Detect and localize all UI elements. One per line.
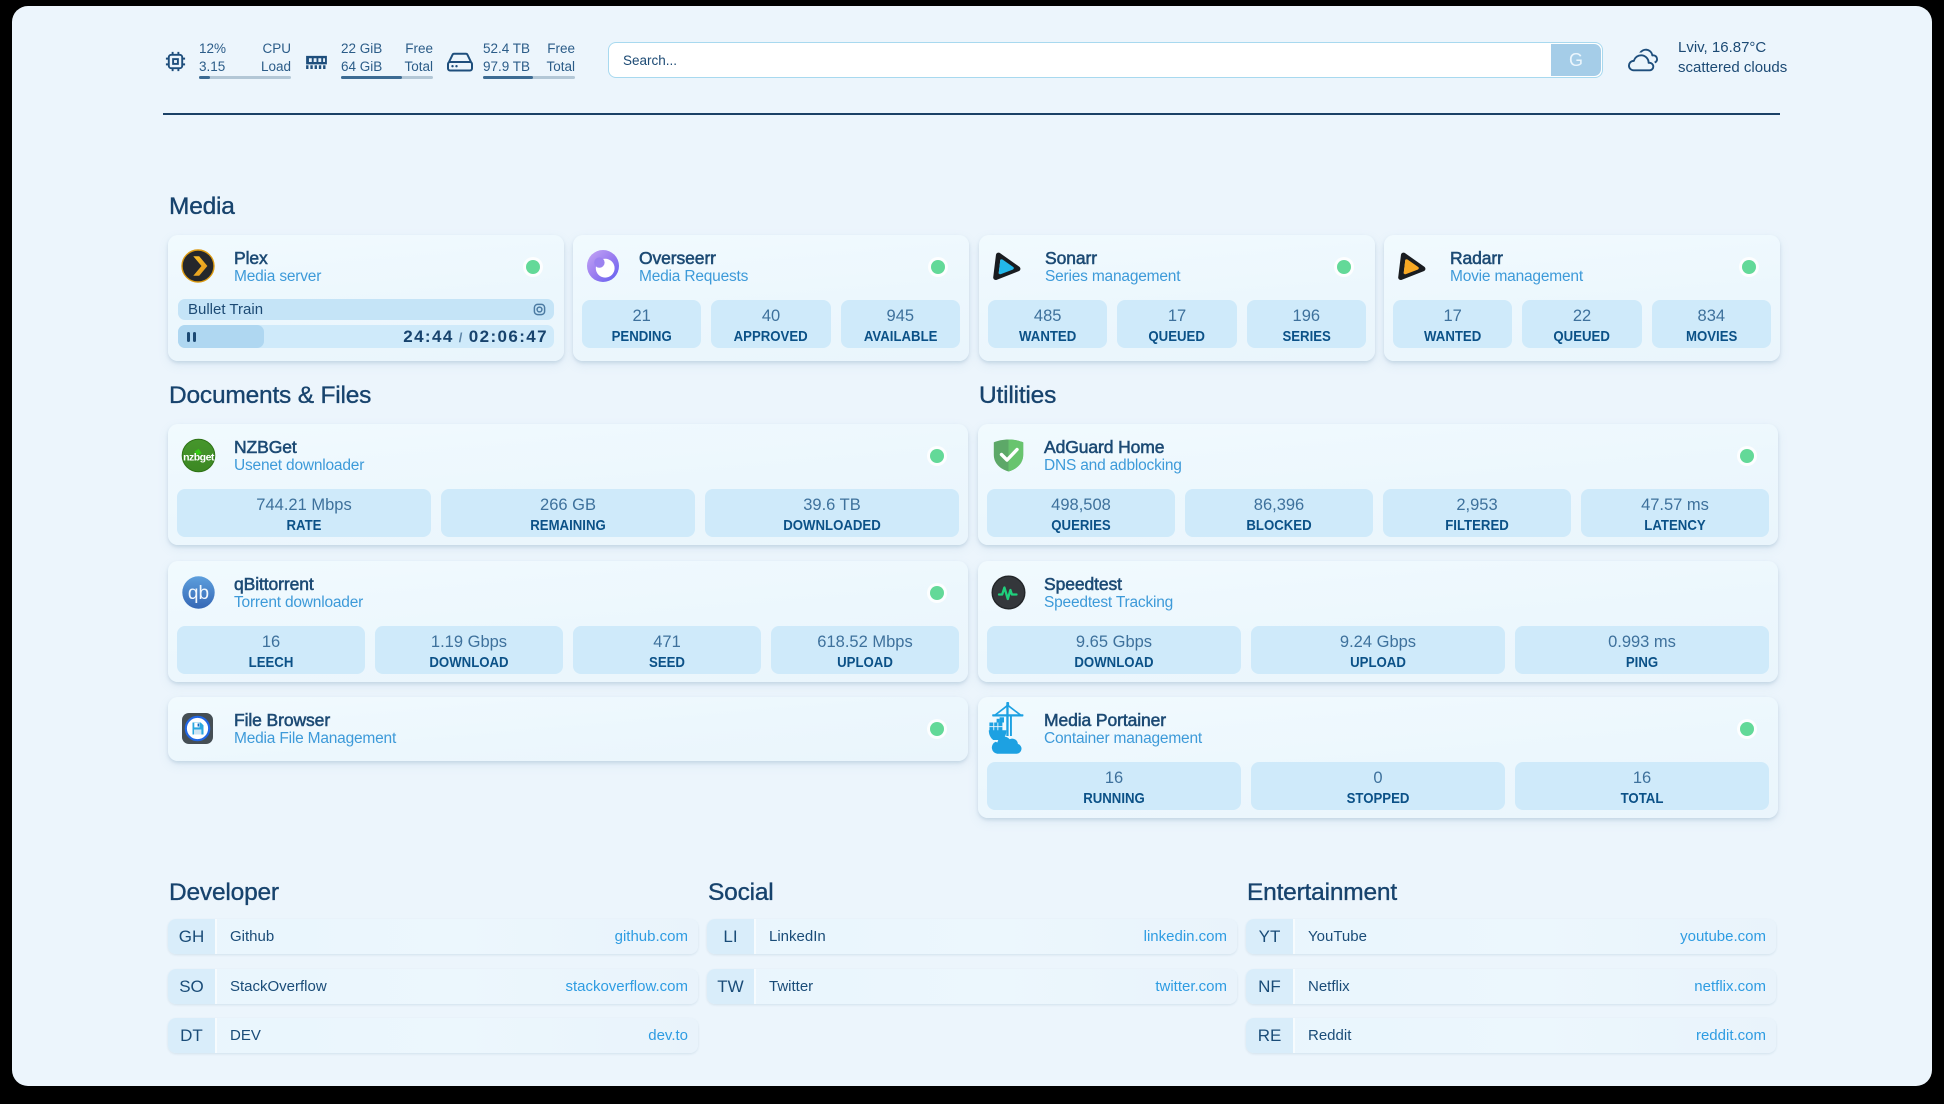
svg-text:nzbget: nzbget — [183, 452, 215, 464]
svg-text:qb: qb — [188, 583, 209, 604]
